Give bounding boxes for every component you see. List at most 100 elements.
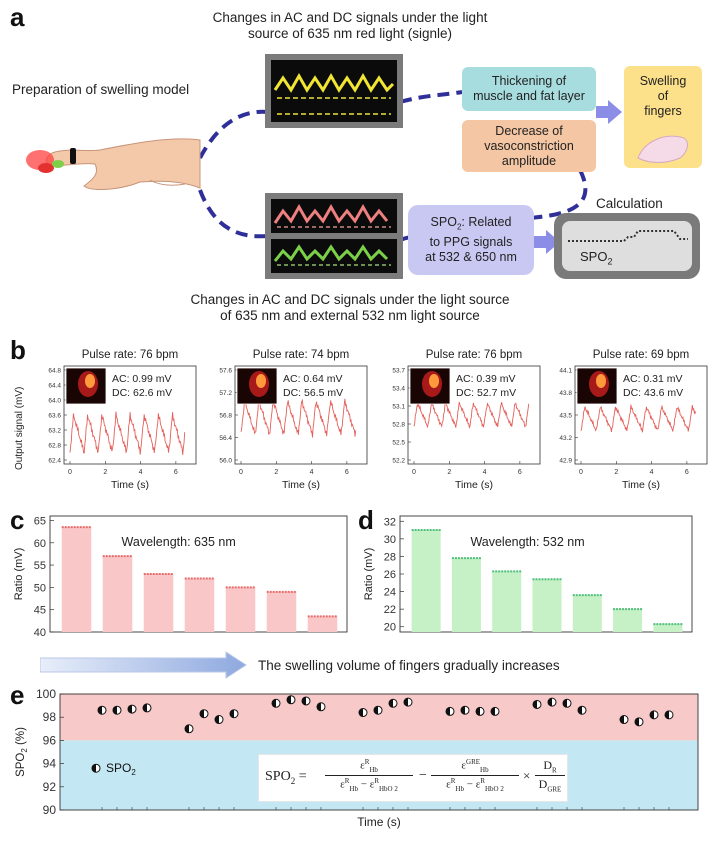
calc-trace (568, 230, 688, 242)
spo2-point (127, 704, 137, 714)
pulse-rate-label: Pulse rate: 74 bpm (253, 349, 350, 361)
ac-value: AC: 0.99 mV (112, 373, 172, 385)
green-light (52, 160, 64, 168)
minus-1: − (360, 778, 367, 791)
spo2-point (562, 698, 572, 708)
y-tick-label: 64.4 (48, 383, 61, 390)
spo2-point (142, 703, 152, 713)
ppg-trace (240, 398, 357, 438)
bar-6 (613, 609, 643, 632)
y-axis-label-post: (%) (15, 727, 27, 748)
y-tick-label: 57.2 (219, 390, 232, 397)
x-axis-label: Time (s) (357, 815, 401, 829)
formula-frac2-num: εGREHb (431, 758, 519, 776)
bar-4 (184, 578, 215, 632)
y-tick-label: 96 (43, 733, 57, 747)
dc-value: DC: 52.7 mV (456, 387, 516, 399)
calc-spo2-pre: SPO (580, 249, 608, 264)
ppg-plot-2: Pulse rate: 74 bpm 57.6 57.2 56.8 56.4 56.0 0 2… (219, 349, 368, 491)
spo2-point (316, 702, 326, 712)
ac-value: AC: 0.31 mV (623, 373, 683, 385)
finger-photo-inset (576, 367, 618, 405)
legend-sub: 2 (131, 768, 136, 777)
bar-5 (225, 587, 256, 632)
y-tick-label: 56.4 (219, 435, 232, 442)
formula-times: × (523, 768, 531, 783)
spo2-related-line3: at 532 & 650 nm (425, 249, 517, 264)
d-sub-gre: GRE (547, 785, 562, 794)
box-decrease-line2: vasoconstriction (484, 138, 574, 153)
box-thickening-line2: muscle and fat layer (473, 89, 585, 103)
sub-hb-2: Hb (349, 784, 358, 793)
legend-spo2-icon (91, 763, 101, 773)
band-1 (60, 694, 698, 741)
x-tick-label: 6 (518, 469, 522, 476)
x-tick-label: 2 (274, 469, 278, 476)
finger-photo-inset (65, 367, 107, 405)
x-tick-label: 4 (650, 469, 654, 476)
dash-top-right (399, 90, 463, 104)
y-tick-label: 52.2 (392, 458, 405, 465)
box-swelling-line2: of (657, 89, 669, 103)
finger-illustration (637, 135, 688, 163)
bar-1 (61, 527, 92, 632)
x-tick-label: 6 (685, 469, 689, 476)
box-swelling-line3: fingers (644, 104, 682, 118)
plot-frame (407, 365, 541, 465)
x-tick-label: 2 (103, 469, 107, 476)
chart-d: 20 22 24 26 28 30 32 Ratio (mV) Wavelength: 532 … (363, 515, 693, 634)
dash-curve-top (198, 109, 269, 159)
sup-r-5: R (480, 776, 485, 785)
x-axis-label: Time (s) (622, 479, 660, 491)
sub-hbo2-2: HbO 2 (485, 784, 504, 793)
y-axis-label: Ratio (mV) (13, 548, 25, 601)
y-tick-label: 28 (384, 551, 396, 563)
calc-spo2-label: SPO2 (580, 249, 612, 267)
eps-6: ε (475, 778, 481, 791)
formula-lhs: SPO2 = (265, 769, 307, 786)
spo2-pre: SPO (430, 215, 457, 230)
top-caption: Changes in AC and DC signals under the l… (170, 10, 530, 42)
x-axis-label: Time (s) (455, 479, 493, 491)
spo2-point (577, 705, 587, 715)
spo2-point (112, 705, 122, 715)
y-tick-label: 63.6 (48, 413, 61, 420)
panel-a-diagram (26, 90, 622, 254)
increase-arrow (40, 651, 247, 679)
y-tick-label: 20 (384, 622, 396, 634)
arrow-to-calc (534, 230, 560, 254)
pulse-rate-label: Pulse rate: 76 bpm (426, 349, 523, 361)
bar-1 (411, 530, 441, 632)
x-tick-label: 2 (447, 469, 451, 476)
scatter-frame (59, 693, 699, 811)
formula-frac3: DR DGRE (535, 758, 565, 794)
box-swelling: Swelling of fingers (624, 66, 702, 168)
box-swelling-line1: Swelling (639, 74, 687, 88)
bar-4 (532, 579, 562, 632)
sup-r-4: R (450, 776, 456, 785)
y-tick-label: 43.2 (559, 435, 572, 442)
formula-eq: = (298, 769, 307, 784)
dash-curve-bottom (198, 189, 269, 239)
dc-value: DC: 43.6 mV (623, 387, 683, 399)
eps-1: ε (360, 759, 365, 772)
formula-frac3-num: DR (535, 758, 565, 777)
ac-value: AC: 0.39 mV (456, 373, 516, 385)
spo2-point (388, 698, 398, 708)
formula-frac1-num: εRHb (325, 758, 413, 776)
formula-lhs-sub: 2 (290, 775, 296, 786)
y-tick-label: 53.4 (392, 386, 405, 393)
box-thickening: Thickening of muscle and fat layer (462, 67, 596, 111)
box-decrease-line3: amplitude (501, 153, 557, 168)
spo2-formula: SPO2 = εRHb εRHb − εRHbO 2 − εGREHb εRHb… (258, 754, 568, 802)
box-spo2-related: SPO2: Related to PPG signals at 532 & 65… (408, 205, 534, 275)
spo2-point (199, 709, 209, 719)
spo2-point (460, 705, 470, 715)
x-tick-label: 0 (239, 469, 243, 476)
calc-label: Calculation (596, 196, 663, 211)
ppg-plot-3: Pulse rate: 76 bpm 53.7 53.4 53.1 52.8 52.5 52… (392, 349, 541, 491)
y-tick-label: 57.6 (219, 368, 232, 375)
box-thickening-line1: Thickening of (491, 74, 567, 88)
calc-spo2-sub: 2 (607, 256, 613, 267)
sub-hb-3: Hb (480, 765, 489, 774)
